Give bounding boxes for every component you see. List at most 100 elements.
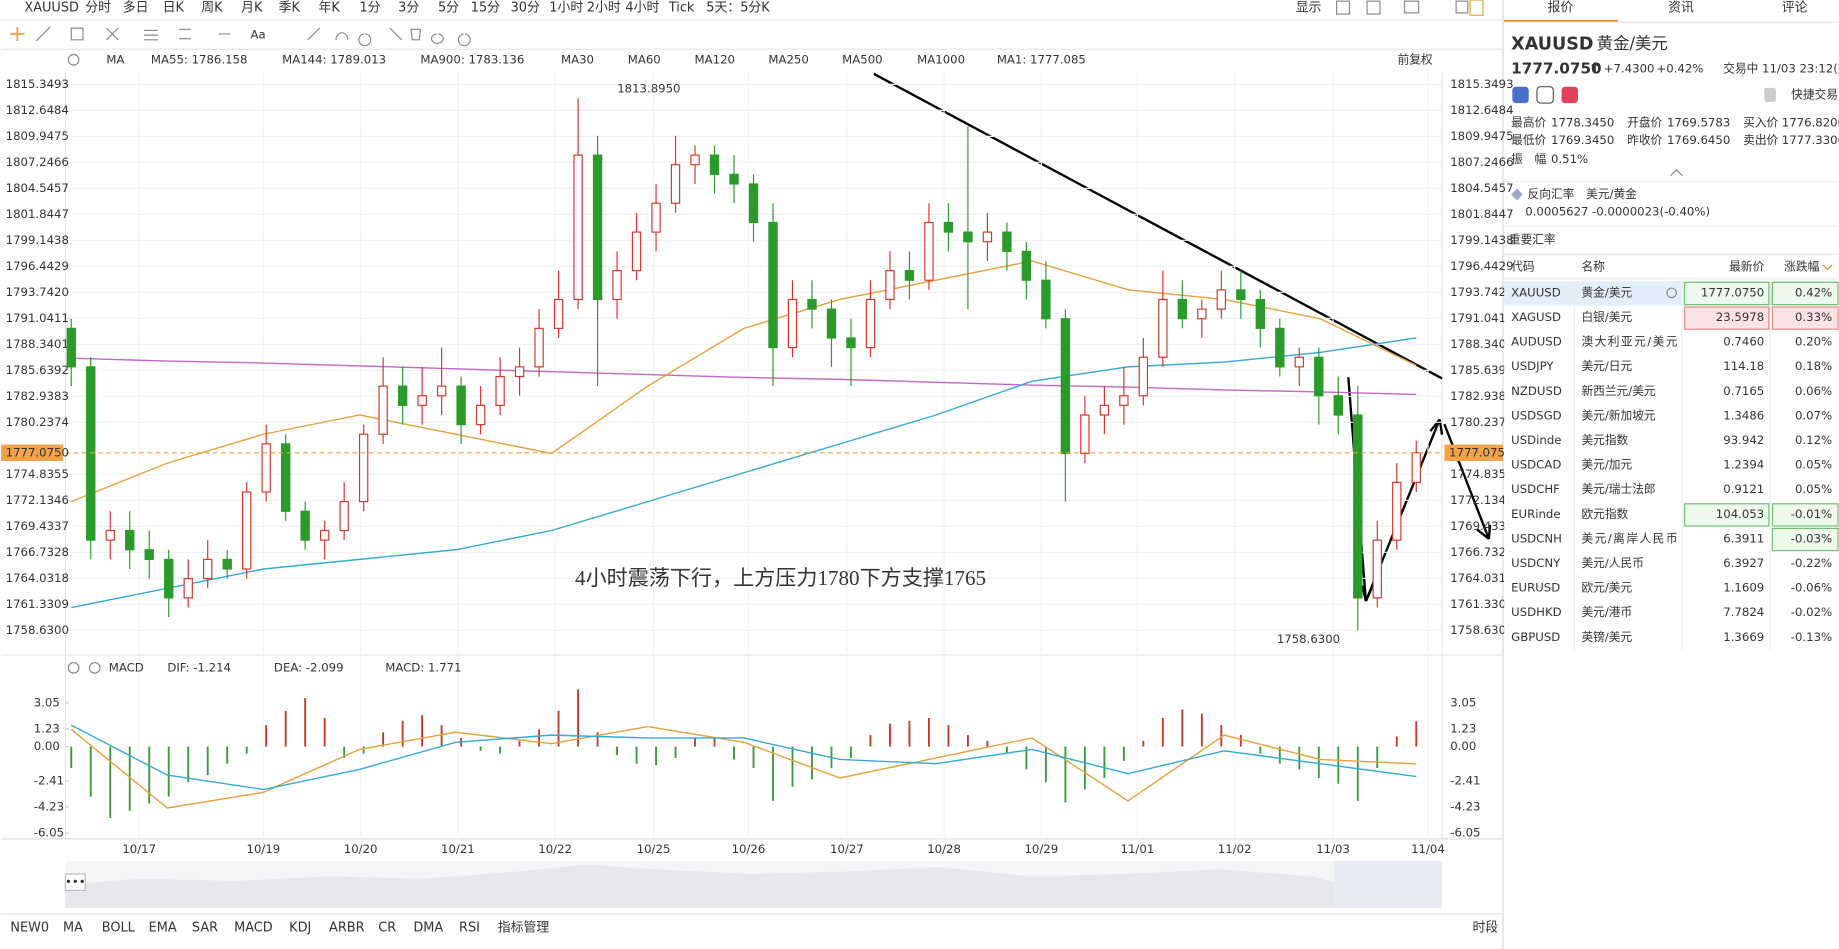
indicator-tab[interactable]: RSI [459,920,480,935]
table-row[interactable] [1504,428,1839,454]
indicator-tab[interactable]: ARBR [329,920,365,935]
table-row[interactable] [1504,478,1839,503]
side-tab[interactable]: 资讯 [1668,1,1694,16]
side-tab[interactable]: 评论 [1782,1,1808,16]
indicator-tab[interactable]: MA [63,920,83,935]
icon[interactable] [1561,86,1578,104]
candle-body [573,154,583,301]
sort-icon[interactable] [1822,264,1833,271]
navigator-handle[interactable] [64,873,86,892]
period-tab[interactable]: 日K [163,1,185,16]
table-row[interactable] [1504,379,1839,405]
indicator-name[interactable]: MA [106,52,124,66]
table-row[interactable] [1504,551,1839,577]
indicator-tab[interactable]: KDJ [289,920,311,935]
period-tab[interactable]: 1小时 [549,1,583,16]
indicator-tab[interactable]: CR [378,920,396,935]
candle-body [787,298,798,349]
icon[interactable] [1403,0,1420,14]
period-tab[interactable]: 分时 [85,1,111,16]
period-tab[interactable]: 1分 [359,1,380,16]
watch-icon[interactable] [1666,287,1677,299]
row-name: 美元/新加坡元 [1581,408,1655,422]
collapse-caret[interactable] [1670,169,1683,177]
indicator-tab[interactable]: SAR [192,920,218,935]
text-tool[interactable]: Aa [251,28,266,42]
row-code: USDCAD [1511,458,1561,472]
stat-label: 买入价 [1743,116,1778,130]
close-icon[interactable] [88,661,101,674]
period-tab[interactable]: 2小时 [587,1,621,16]
stat-value: 1769.5783 [1667,116,1730,130]
indicator-tab[interactable]: NEW0 [10,920,49,935]
macd-name[interactable]: MACD [109,660,144,674]
row-code: EURUSD [1511,581,1560,595]
icon[interactable] [1764,87,1776,102]
period-tab[interactable]: 5分 [438,1,459,16]
period-tab[interactable]: Tick [668,1,695,16]
high-label: 1813.8950 [617,82,680,96]
table-row[interactable] [1504,576,1839,602]
symbol[interactable]: XAUUSD [24,1,79,16]
indicator-tab[interactable]: BOLL [102,920,136,935]
table-row[interactable] [1504,601,1839,626]
y-tick-label: 1791.0411 [6,311,69,325]
table-row[interactable] [1504,453,1839,479]
icon[interactable] [1336,0,1351,15]
adjust-menu[interactable]: 前复权 [1398,52,1433,66]
icon[interactable] [1536,86,1554,104]
reverse-pair[interactable]: 美元/黄金 [1586,187,1637,201]
stat-value: 1777.3300 [1782,133,1839,147]
table-row[interactable] [1504,330,1839,355]
y-tick-label: 1785.6392 [6,363,69,377]
candle-body [203,558,213,580]
row-change: 0.33% [1795,310,1832,324]
indicator-tab[interactable]: MACD [234,920,273,935]
indicator-tab[interactable]: 指标管理 [498,920,550,935]
y-tick-label: -6.05 [34,826,64,840]
indicator-tab[interactable]: EMA [149,920,177,935]
table-header: 涨跌幅 [1784,260,1819,274]
icon[interactable] [1469,0,1484,16]
ma-legend-off[interactable]: MA120 [695,52,735,66]
y-tick-label: 1812.6484 [1450,103,1513,117]
candle-body [1041,279,1051,320]
table-row[interactable] [1504,404,1839,429]
icon[interactable] [1366,0,1381,15]
period-tab[interactable]: 4小时 [625,1,659,16]
y-tick-label: 1761.3309 [6,597,69,611]
period-tab[interactable]: 周K [201,1,223,16]
side-tab[interactable]: 报价 [1547,1,1573,16]
period-tab[interactable]: 15分 [471,1,500,16]
ma-legend-off[interactable]: MA60 [628,52,661,66]
row-price: 114.18 [1723,359,1764,373]
table-row[interactable] [1504,625,1839,651]
settings-icon[interactable] [67,53,80,66]
ma-legend-off[interactable]: MA1000 [917,52,965,66]
period-tab[interactable]: 季K [279,1,301,16]
session-tab[interactable]: 时段 [1472,920,1498,935]
period-tab[interactable]: 5天：5分K [706,1,770,16]
period-tab[interactable]: 多日 [123,1,149,16]
ma-legend-off[interactable]: MA30 [561,52,594,66]
table-row[interactable] [1504,354,1839,380]
candle-body [339,501,349,532]
settings-icon[interactable] [67,661,80,674]
icon[interactable] [1455,0,1469,14]
period-tab[interactable]: 年K [318,1,340,16]
period-tab[interactable]: 30分 [511,1,540,16]
period-tab[interactable]: 月K [241,1,263,16]
ma-legend-off[interactable]: MA250 [768,52,808,66]
row-code: USDCHF [1511,482,1560,496]
indicator-tab[interactable]: DMA [413,920,443,935]
drawing-tools[interactable] [35,26,471,47]
crosshair-icon[interactable] [10,26,25,42]
display-menu[interactable]: 显示 [1296,1,1322,16]
quick-trade[interactable]: 快捷交易 [1791,87,1838,101]
icon[interactable] [1512,86,1529,104]
period-tab[interactable]: 3分 [398,1,419,16]
y-tick-label: 1.23 [1450,721,1476,735]
row-name: 美元/瑞士法郎 [1581,482,1655,496]
navigator-window[interactable] [1334,861,1443,908]
ma-legend-off[interactable]: MA500 [842,52,882,66]
